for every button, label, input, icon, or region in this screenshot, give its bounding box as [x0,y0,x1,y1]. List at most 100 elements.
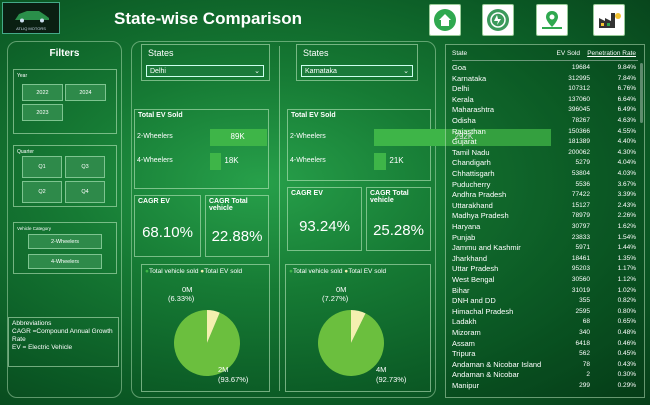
two-wheelers-button[interactable]: 2-Wheelers [28,234,102,249]
factory-button[interactable] [593,4,625,36]
header-ev-sold[interactable]: EV Sold [556,50,581,57]
map-button[interactable] [536,4,568,36]
left-pie-card: ●Total vehicle sold ●Total EV sold 0M (6… [141,264,270,392]
left-state-dropdown[interactable]: Delhi ⌄ [146,65,264,77]
cell-ev-sold: 340 [579,329,590,336]
quarter-filter: Quarter Q1 Q3 Q2 Q4 [13,145,117,207]
table-row[interactable]: Uttarakhand 15127 2.43% [452,201,638,211]
cell-penetration-rate: 1.35% [617,254,636,262]
ev-overview-button[interactable] [482,4,514,36]
left-cat2-bar [210,153,222,170]
right-cagr-total-label: CAGR Total vehicle [370,190,409,204]
table-row[interactable]: Tripura 562 0.45% [452,349,638,359]
quarter-q2-button[interactable]: Q2 [22,181,62,203]
right-cagr-ev-value: 93.24% [299,218,350,235]
quarter-q4-button[interactable]: Q4 [65,181,105,203]
table-row[interactable]: Chandigarh 5279 4.04% [452,158,638,168]
table-row[interactable]: Maharashtra 396045 6.49% [452,105,638,115]
cell-penetration-rate: 4.40% [617,138,636,146]
right-pie-big-label: 4M [376,365,387,374]
table-row[interactable]: Haryana 30797 1.62% [452,222,638,232]
year-filter: Year 2022 2024 2023 [13,69,117,134]
table-row[interactable]: Himachal Pradesh 2595 0.80% [452,307,638,317]
ev-icon [487,9,509,31]
left-legend-ev: Total EV sold [204,268,243,275]
table-row[interactable]: Rajasthan 150366 4.55% [452,127,638,137]
cell-ev-sold: 2 [586,371,590,379]
cell-state: Jharkhand [452,253,488,263]
panel-divider [279,46,280,391]
right-legend-ev: Total EV sold [348,268,387,275]
left-cagr-ev-label: CAGR EV [138,198,170,205]
left-pie-big-label: 2M [218,365,229,374]
table-row[interactable]: Gujarat 181389 4.40% [452,137,638,147]
four-wheelers-button[interactable]: 4-Wheelers [28,254,102,269]
table-row[interactable]: DNH and DD 355 0.82% [452,296,638,306]
table-row[interactable]: Punjab 23833 1.54% [452,233,638,243]
cell-penetration-rate: 2.26% [617,212,636,220]
table-row[interactable]: Mizoram 340 0.48% [452,328,638,338]
table-row[interactable]: Karnataka 312995 7.84% [452,74,638,84]
table-row[interactable]: Manipur 299 0.29% [452,381,638,391]
table-row[interactable]: Andaman & Nicobar 2 0.30% [452,370,638,380]
cell-state: Andhra Pradesh [452,190,507,200]
header-penetration-rate[interactable]: Penetration Rate [587,50,636,57]
left-cagr-total-label: CAGR Total vehicle [209,198,248,212]
year-filter-label: Year [17,73,28,79]
cell-state: Gujarat [452,137,477,147]
quarter-filter-label: Quarter [17,149,34,155]
cell-penetration-rate: 0.29% [617,382,636,389]
table-row[interactable]: Bihar 31019 1.02% [452,286,638,296]
table-row[interactable]: Goa 19684 9.84% [452,63,638,73]
table-row[interactable]: Andaman & Nicobar Island 78 0.43% [452,360,638,370]
year-2023-button[interactable]: 2023 [22,104,63,121]
cell-ev-sold: 299 [579,382,590,389]
table-row[interactable]: Madhya Pradesh 78979 2.26% [452,211,638,221]
home-icon [434,9,456,31]
right-state-dropdown[interactable]: Karnataka ⌄ [301,65,413,77]
left-cat2-value: 18K [224,156,239,165]
table-row[interactable]: Puducherry 5536 3.67% [452,180,638,190]
table-row[interactable]: Uttar Pradesh 95203 1.17% [452,264,638,274]
table-row[interactable]: Assam 6418 0.46% [452,339,638,349]
quarter-q3-button[interactable]: Q3 [65,156,105,178]
table-scrollbar[interactable] [640,63,643,123]
cell-ev-sold: 312995 [568,74,590,82]
right-cagr-total-value: 25.28% [373,222,424,239]
home-button[interactable] [429,4,461,36]
table-row[interactable]: Odisha 78267 4.63% [452,116,638,126]
table-row[interactable]: Kerala 137060 6.64% [452,95,638,105]
right-pie-legend: ●Total vehicle sold ●Total EV sold [289,268,387,275]
table-row[interactable]: Chhattisgarh 53804 4.03% [452,169,638,179]
cell-ev-sold: 31019 [571,286,590,294]
cell-state: Madhya Pradesh [452,211,509,221]
cell-penetration-rate: 4.30% [617,148,636,156]
quarter-q1-button[interactable]: Q1 [22,156,62,178]
table-row[interactable]: Andhra Pradesh 77422 3.39% [452,190,638,200]
cell-penetration-rate: 9.84% [617,64,636,71]
chevron-down-icon: ⌄ [403,68,409,75]
cell-ev-sold: 53804 [571,170,590,177]
cell-state: West Bengal [452,275,495,284]
logo-text: ATLIQ MOTORS [16,26,46,31]
cell-penetration-rate: 6.76% [617,85,636,93]
header-state[interactable]: State [452,50,468,57]
cell-state: Jammu and Kashmir [452,243,521,253]
table-row[interactable]: West Bengal 30560 1.12% [452,275,638,285]
right-pie-big-pct: (92.73%) [376,375,407,384]
left-cagr-ev-value: 68.10% [142,224,193,241]
cell-state: Chandigarh [452,158,491,168]
table-row[interactable]: Delhi 107312 6.76% [452,84,638,94]
cell-penetration-rate: 1.12% [617,276,636,283]
cell-state: DNH and DD [452,296,496,306]
cell-ev-sold: 396045 [568,106,590,114]
year-2024-button[interactable]: 2024 [65,84,106,101]
table-row[interactable]: Jharkhand 18461 1.35% [452,254,638,264]
year-2022-button[interactable]: 2022 [22,84,63,101]
table-row[interactable]: Jammu and Kashmir 5971 1.44% [452,243,638,253]
cell-state: Uttarakhand [452,200,493,210]
cell-ev-sold: 78979 [571,212,590,220]
table-row[interactable]: Ladakh 68 0.65% [452,317,638,327]
left-states-label: States [148,48,174,58]
table-row[interactable]: Tamil Nadu 200062 4.30% [452,148,638,158]
